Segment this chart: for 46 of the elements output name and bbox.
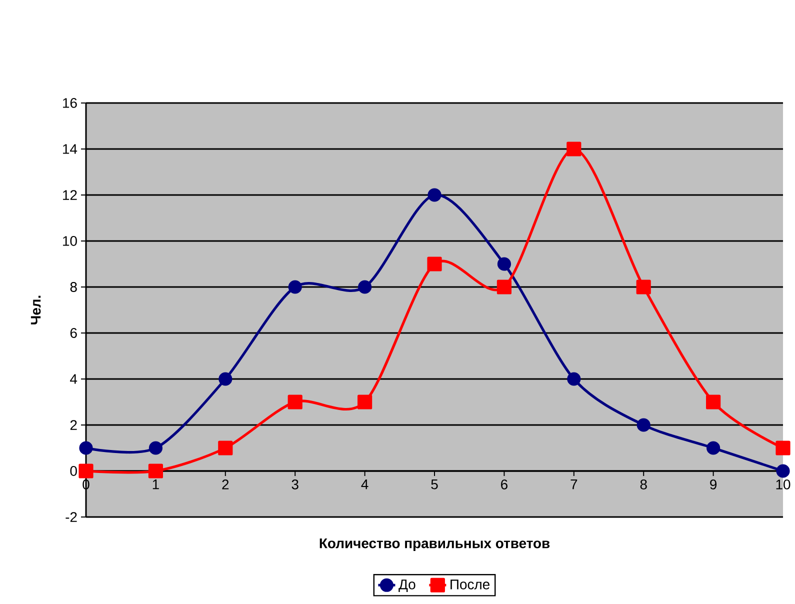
y-tick-label: 16 [63,98,77,108]
x-tick-label: 8 [640,480,647,490]
x-tick-label: 10 [776,480,790,490]
point [427,256,442,272]
point [776,440,790,456]
point [358,394,372,410]
point [636,418,650,432]
point [706,394,721,410]
legend-label: После [450,580,490,590]
y-tick-label: 4 [70,374,78,384]
x-tick-label: 9 [710,480,717,490]
x-tick-label: 4 [361,480,368,490]
x-tick-label: 3 [292,480,298,490]
point [636,280,651,294]
y-tick-label: 2 [70,420,77,430]
y-tick-label: 10 [63,236,77,246]
point [497,257,512,271]
point [428,188,442,202]
x-tick-label: 7 [570,480,578,490]
point [566,142,582,156]
point [496,280,512,294]
point [218,440,233,456]
point [776,464,790,478]
y-tick-label: 0 [70,466,77,476]
y-tick-label: 6 [70,328,77,338]
y-tick-label: -2 [66,512,77,522]
y-tick-label: 12 [63,190,77,200]
x-axis-title: Количество правильных ответов [320,538,550,552]
point [79,441,93,455]
point [148,464,164,478]
point [288,280,302,294]
point [218,372,232,386]
x-tick-label: 6 [501,480,508,490]
point [78,464,94,478]
y-tick-label: 8 [70,282,77,292]
y-tick-label: 14 [63,144,78,154]
x-tick-label: 5 [431,480,438,490]
y-axis-title: Чел. [30,296,41,324]
legend-label: До [398,580,416,592]
x-tick-label: 1 [152,480,159,490]
point [148,441,163,455]
point [288,394,302,410]
point [706,441,720,455]
point [567,372,581,386]
x-tick-label: 2 [222,480,229,490]
point [358,280,372,294]
